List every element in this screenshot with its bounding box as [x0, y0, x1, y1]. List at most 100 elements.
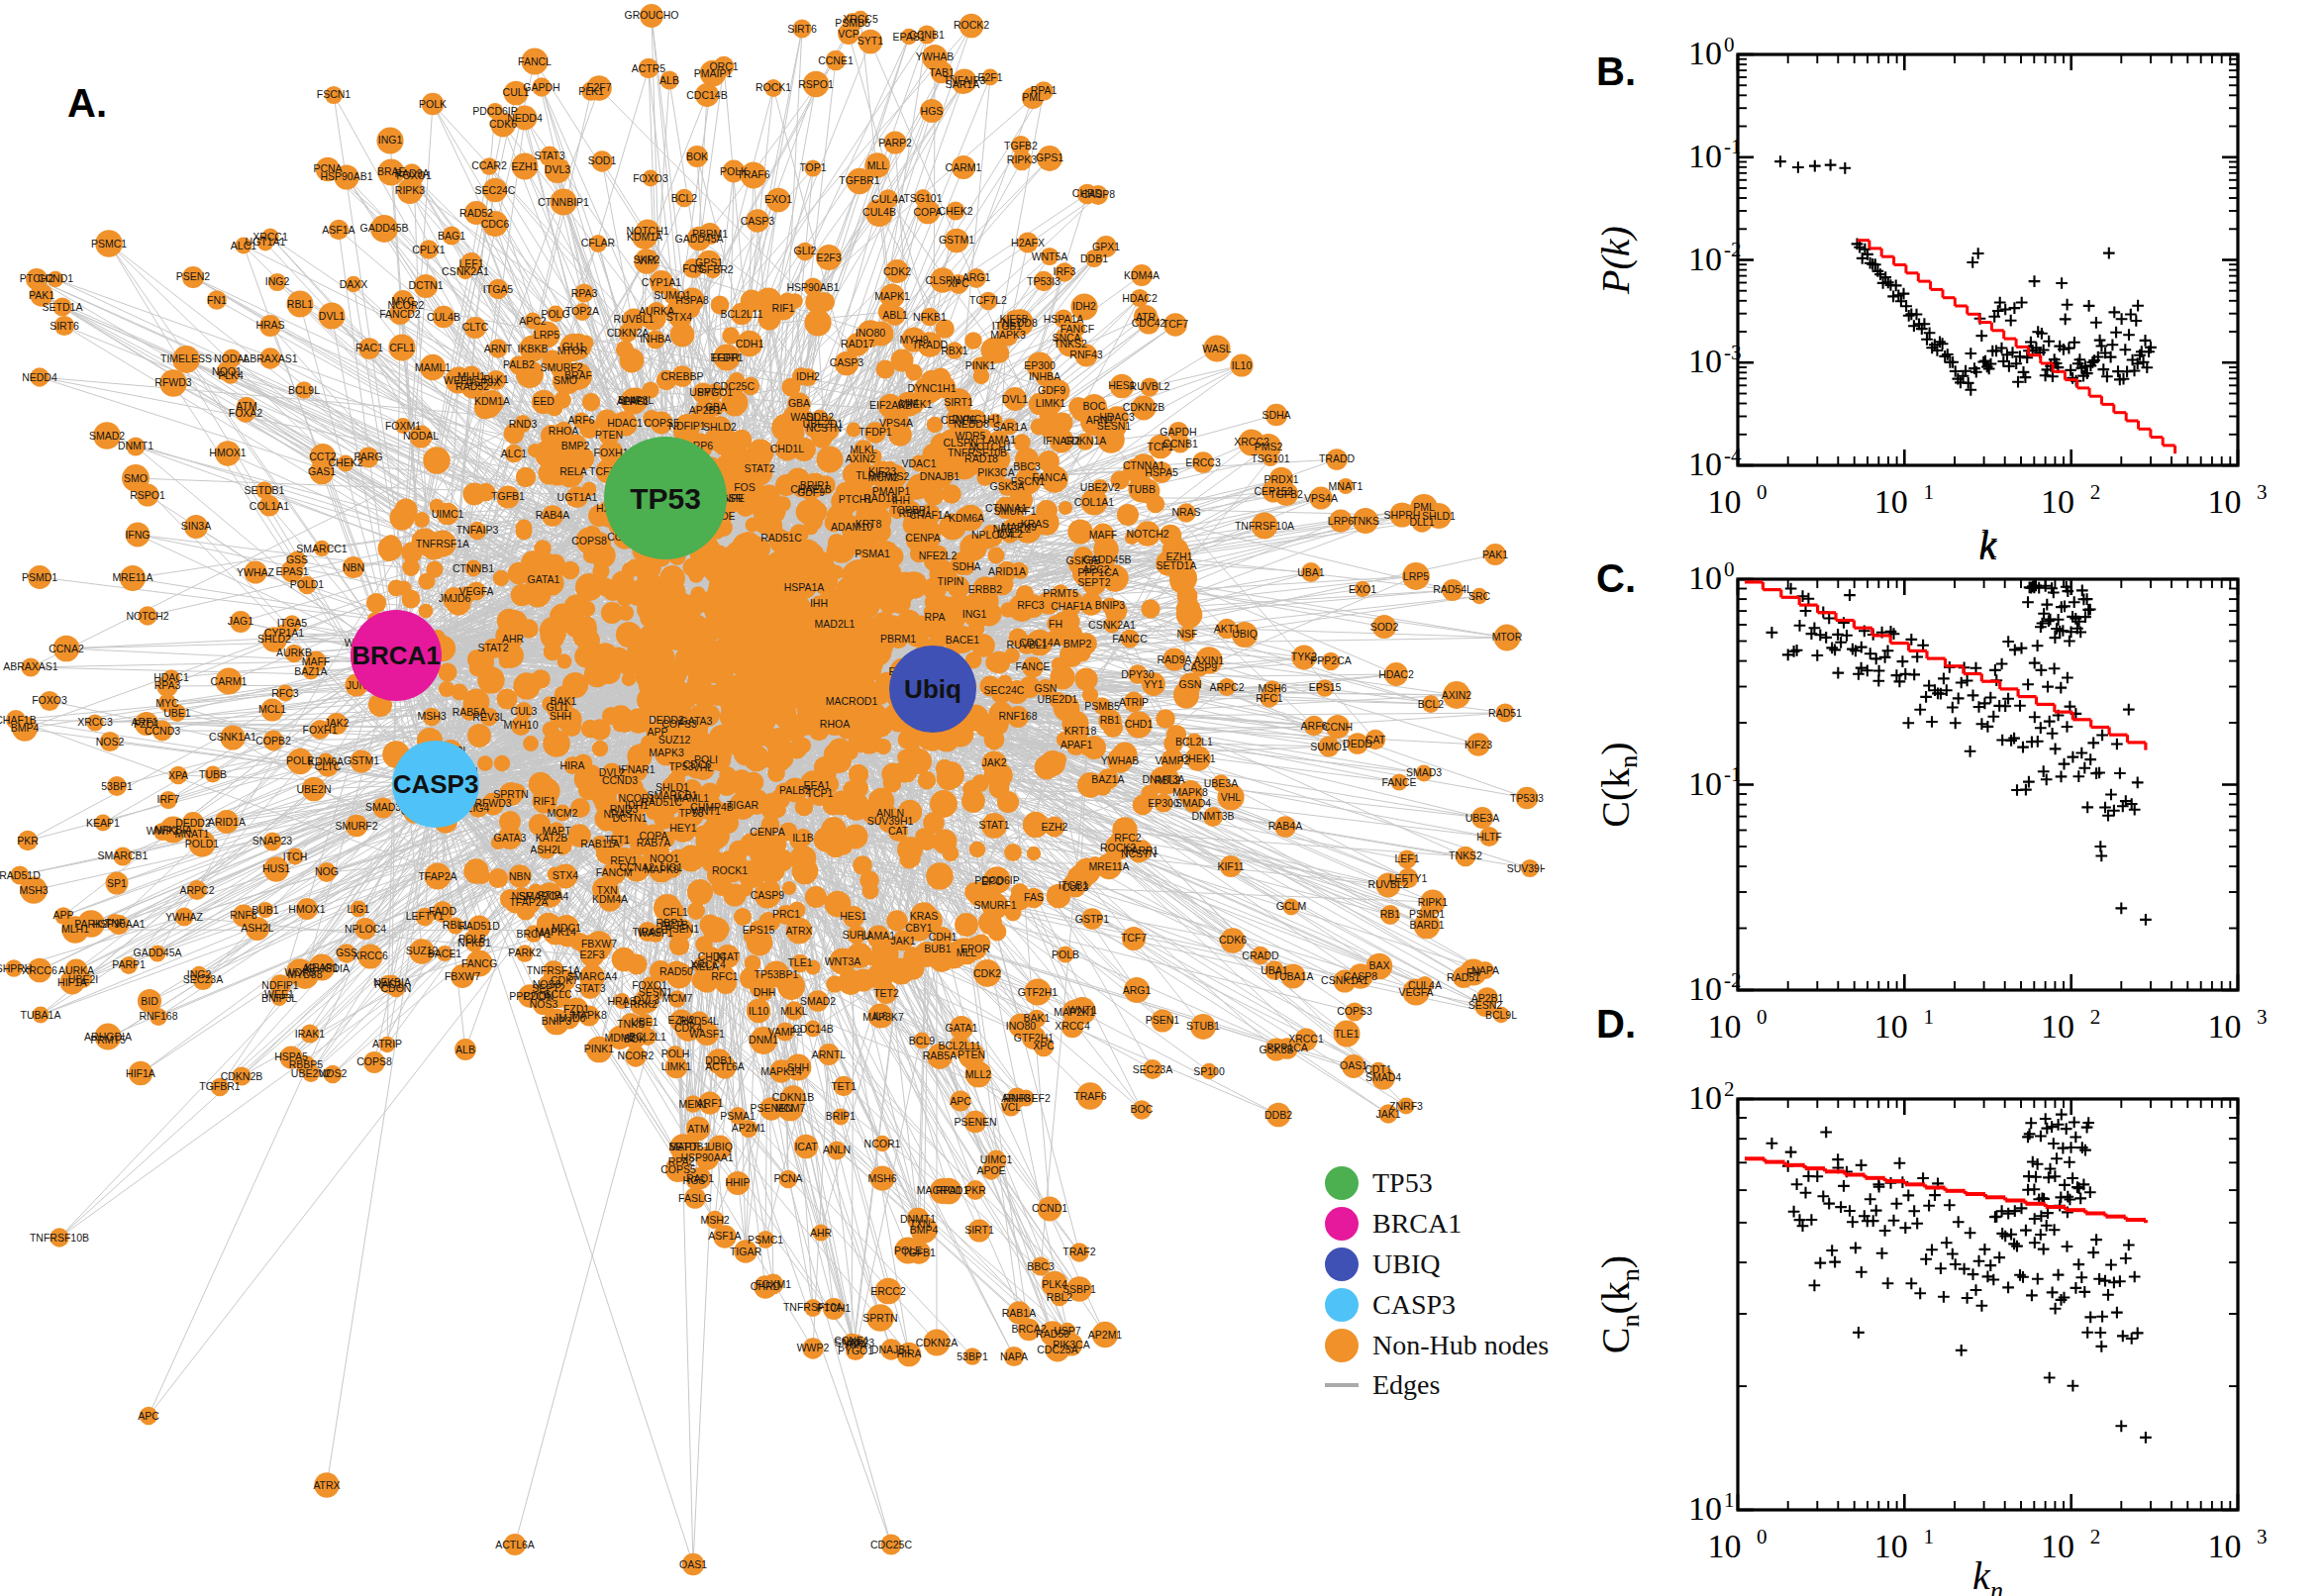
svg-text:PINK1: PINK1	[584, 1043, 615, 1054]
svg-text:DNMT3B: DNMT3B	[1191, 810, 1234, 822]
svg-text:ASH2L: ASH2L	[530, 844, 562, 855]
svg-text:STX4: STX4	[553, 869, 578, 881]
svg-text:ITCH: ITCH	[283, 850, 308, 862]
svg-text:SDHA: SDHA	[1262, 409, 1290, 421]
svg-text:GAS1: GAS1	[308, 465, 336, 477]
svg-text:MAP2K1: MAP2K1	[1054, 1006, 1095, 1018]
svg-text:ARPC2: ARPC2	[179, 884, 214, 896]
svg-text:RAB1A: RAB1A	[1002, 1307, 1036, 1319]
svg-text:PPP1CA: PPP1CA	[1266, 1042, 1307, 1053]
svg-text:CRADD: CRADD	[1242, 949, 1279, 961]
svg-text:ARHGEF2: ARHGEF2	[1001, 1092, 1051, 1104]
svg-text:WASL: WASL	[1202, 343, 1232, 354]
svg-text:RAD50: RAD50	[1036, 1328, 1069, 1340]
svg-text:PSMC1: PSMC1	[748, 1234, 783, 1246]
svg-text:H2AFX: H2AFX	[1011, 237, 1045, 249]
svg-text:SIRT1: SIRT1	[964, 1224, 994, 1236]
svg-text:DDB2: DDB2	[1264, 1109, 1292, 1121]
svg-text:RFWD3: RFWD3	[154, 376, 191, 388]
svg-text:ARID1A: ARID1A	[208, 816, 246, 828]
svg-text:SMO: SMO	[124, 472, 148, 484]
svg-text:MAPK1: MAPK1	[874, 290, 910, 302]
svg-text:DYNC1H1: DYNC1H1	[907, 382, 956, 394]
svg-text:TNKS: TNKS	[617, 1018, 645, 1030]
svg-text:CCNE1: CCNE1	[818, 54, 854, 66]
svg-text:JMJD6: JMJD6	[554, 1012, 586, 1024]
svg-text:EZH2: EZH2	[1042, 821, 1068, 833]
svg-text:PTCH2: PTCH2	[20, 272, 54, 284]
svg-text:10: 10	[1874, 483, 1908, 520]
svg-text:10: 10	[1688, 559, 1722, 596]
svg-text:BOC: BOC	[1083, 400, 1106, 412]
svg-text:FANCC: FANCC	[1112, 633, 1148, 645]
svg-text:NSF: NSF	[1177, 628, 1198, 640]
svg-text:WEE1: WEE1	[444, 374, 473, 386]
svg-text:PTCH1: PTCH1	[839, 493, 873, 505]
svg-text:BCL9: BCL9	[909, 1035, 935, 1047]
svg-text:PCNA: PCNA	[773, 1172, 802, 1184]
svg-text:SETD1A: SETD1A	[1157, 559, 1197, 571]
svg-text:CENPA: CENPA	[750, 826, 784, 838]
svg-text:E2F3: E2F3	[816, 251, 841, 263]
svg-text:ARNT: ARNT	[484, 343, 513, 354]
svg-text:RPA2: RPA2	[668, 1155, 695, 1167]
svg-text:RAD17: RAD17	[841, 338, 874, 349]
svg-text:RNF168: RNF168	[998, 710, 1037, 722]
svg-text:FH: FH	[1049, 618, 1062, 630]
svg-text:MLKL: MLKL	[850, 444, 877, 455]
svg-text:PMS2: PMS2	[1255, 441, 1283, 452]
svg-text:SIN3A: SIN3A	[181, 520, 211, 532]
svg-text:FN1: FN1	[207, 294, 227, 306]
svg-text:CUL4A: CUL4A	[1408, 979, 1442, 991]
svg-text:CDC6: CDC6	[481, 218, 510, 230]
svg-text:Cn(kn): Cn(kn)	[1593, 1255, 1645, 1353]
svg-text:SEC23A: SEC23A	[1133, 1063, 1172, 1075]
svg-text:JMJD6: JMJD6	[439, 592, 471, 604]
svg-text:ASH2L: ASH2L	[241, 922, 273, 934]
svg-text:CCAR2: CCAR2	[471, 159, 507, 171]
svg-text:BAK1: BAK1	[551, 695, 577, 707]
svg-text:PRMT5: PRMT5	[1043, 587, 1078, 599]
svg-text:10: 10	[1688, 765, 1722, 802]
svg-text:CHD1L: CHD1L	[770, 443, 805, 454]
svg-text:AP2B1: AP2B1	[689, 404, 722, 416]
svg-text:MSH6: MSH6	[1258, 682, 1286, 694]
svg-text:E2F3: E2F3	[579, 948, 604, 960]
svg-text:MLH1: MLH1	[61, 923, 89, 935]
svg-text:UBE2V2: UBE2V2	[1080, 481, 1120, 493]
svg-text:ACTL6A: ACTL6A	[495, 1539, 535, 1550]
svg-text:RAD51D: RAD51D	[458, 920, 500, 932]
svg-text:CTNNB1: CTNNB1	[453, 562, 494, 574]
svg-text:EED: EED	[533, 395, 555, 407]
svg-text:10: 10	[2207, 483, 2241, 520]
svg-text:PML: PML	[1413, 501, 1435, 513]
svg-text:AXIN2: AXIN2	[1442, 689, 1472, 701]
svg-text:LIG1: LIG1	[348, 903, 370, 915]
svg-text:APAF1: APAF1	[1060, 739, 1093, 750]
svg-text:CASP8: CASP8	[1081, 188, 1116, 200]
svg-text:CREBBP: CREBBP	[660, 370, 703, 382]
svg-text:CFLAR: CFLAR	[581, 237, 616, 249]
svg-text:XPA: XPA	[168, 769, 188, 781]
svg-text:SETDB1: SETDB1	[245, 484, 285, 496]
svg-text:SMAD3: SMAD3	[365, 801, 401, 813]
svg-text:FANCM: FANCM	[596, 866, 633, 878]
svg-text:HSPA1A: HSPA1A	[784, 581, 825, 593]
svg-text:10: 10	[1688, 1079, 1722, 1116]
svg-text:BCL2L1: BCL2L1	[1175, 736, 1213, 748]
svg-text:RUVBL1: RUVBL1	[1007, 639, 1048, 650]
svg-text:HSP90AA1: HSP90AA1	[92, 918, 145, 930]
svg-text:SMURF2: SMURF2	[335, 820, 377, 832]
svg-text:TFDP1: TFDP1	[858, 426, 891, 438]
svg-text:CUL4B: CUL4B	[427, 311, 460, 323]
svg-text:CASP3: CASP3	[741, 215, 775, 227]
svg-text:MTOR: MTOR	[1492, 631, 1523, 643]
svg-text:RAD54L: RAD54L	[1433, 583, 1472, 595]
svg-text:GSTM1: GSTM1	[939, 234, 974, 246]
svg-text:HSP90AB1: HSP90AB1	[786, 281, 839, 293]
svg-text:10: 10	[1707, 483, 1741, 520]
svg-text:2: 2	[1724, 1077, 1735, 1101]
svg-text:GLI1: GLI1	[562, 341, 585, 352]
svg-text:10: 10	[1688, 35, 1722, 71]
svg-text:VCP: VCP	[838, 28, 859, 40]
